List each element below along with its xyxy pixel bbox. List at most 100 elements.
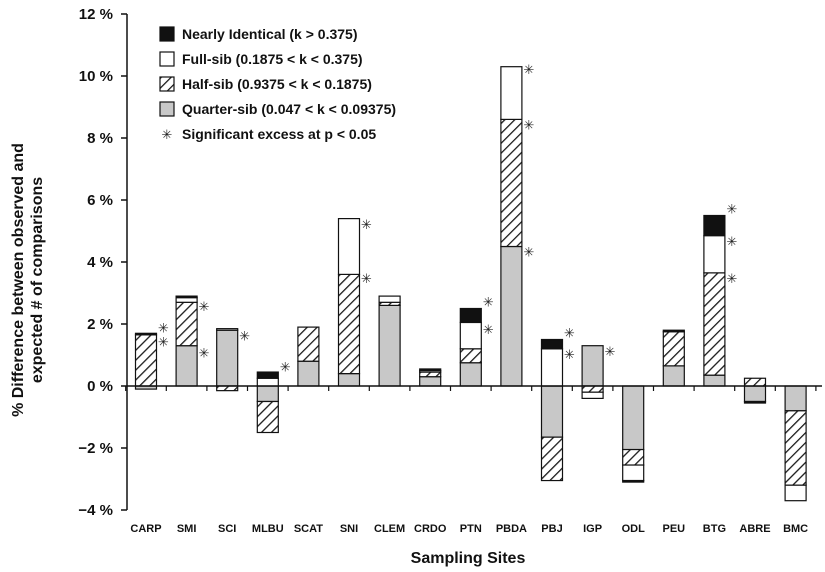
bar-segment-hatch-pbj: [540, 436, 564, 482]
y-tick-label: 10 %: [79, 68, 113, 85]
significance-star: ✳: [483, 323, 494, 338]
bar-segment-black-odl: [622, 479, 645, 483]
bar-segment-hatch-odl: [622, 448, 645, 466]
y-tick-label: 6 %: [87, 192, 113, 209]
significance-star: ✳: [523, 246, 534, 261]
bar-segment-white-btg: [703, 235, 726, 274]
bar-segment-black-crdo: [419, 368, 442, 372]
significance-star: ✳: [483, 295, 494, 310]
significance-star: ✳: [199, 300, 210, 315]
significance-star: ✳: [280, 360, 291, 375]
x-tick-label: SMI: [177, 523, 197, 535]
bar-segment-black-ptn: [459, 307, 482, 324]
bar-segment-white-sci: [216, 328, 239, 331]
bar-segment-hatch-mlbu: [256, 400, 279, 434]
y-axis: −4 % −2 % 0 % 2 % 4 % 6 % 8 % 10 % 12 %: [78, 6, 128, 519]
bar-segment-gray-abre: [743, 385, 767, 403]
bar-segment-gray-smi: [175, 345, 198, 387]
y-tick-label: −2 %: [78, 440, 113, 457]
x-tick-label: ABRE: [739, 523, 770, 535]
significance-star: ✳: [199, 346, 210, 361]
bar-segment-white-pbj: [540, 348, 564, 387]
bar-segment-gray-pbda: [500, 245, 523, 387]
bar-segment-hatch-pbda: [500, 118, 523, 248]
x-tick-label: SNI: [340, 523, 358, 535]
significance-star: ✳: [726, 235, 737, 250]
bar-segment-hatch-igp: [581, 385, 604, 393]
bar-segment-hatch-ptn: [459, 348, 482, 364]
significance-star: ✳: [564, 348, 575, 363]
x-tick-label: BMC: [783, 523, 808, 535]
bar-segment-hatch-sni: [337, 273, 361, 375]
x-axis-title: Sampling Sites: [411, 550, 526, 567]
bar-segment-white-smi: [175, 297, 198, 303]
legend-label: Quarter-sib (0.047 < k < 0.09375): [182, 101, 396, 117]
significance-star: ✳: [726, 272, 737, 287]
bar-segment-gray-scat: [297, 360, 320, 387]
significance-star: ✳: [605, 345, 616, 360]
x-tick-label: CLEM: [374, 523, 405, 535]
significance-star: ✳: [361, 272, 372, 287]
y-tick-label: 8 %: [87, 130, 113, 147]
bar-segment-hatch-abre: [743, 377, 767, 387]
y-tick-label: 0 %: [87, 378, 113, 395]
x-tick-label: SCAT: [294, 523, 323, 535]
bar-segment-gray-peu: [662, 365, 685, 387]
significance-star: ✳: [523, 63, 534, 78]
bar-segment-gray-sni: [337, 373, 361, 387]
bar-segment-white-sni: [337, 218, 361, 276]
bar-segment-black-carp: [134, 332, 158, 336]
bar-segment-hatch-scat: [297, 326, 320, 362]
bar-segment-gray-sci: [216, 329, 239, 387]
legend-swatch-hatch: [159, 76, 175, 92]
bar-segment-hatch-carp: [134, 334, 158, 387]
bar-segment-white-bmc: [784, 484, 807, 502]
significance-star: ✳: [726, 202, 737, 217]
bar-segment-white-igp: [581, 391, 604, 400]
significance-star: ✳: [564, 326, 575, 341]
x-axis: CARP SMI SCI MLBU SCAT SNI CLEM CRDO PTN PBDA PBJ I…: [125, 385, 822, 535]
bar-segment-hatch-btg: [703, 272, 726, 376]
x-tick-label: IGP: [583, 523, 602, 535]
bar-segment-gray-igp: [581, 345, 604, 387]
legend: Nearly Identical (k > 0.375) Full-sib (0.…: [159, 26, 396, 143]
bar-segment-hatch-bmc: [784, 410, 807, 486]
x-tick-label: PBDA: [496, 523, 527, 535]
legend-label: Half-sib (0.9375 < k < 0.1875): [182, 76, 372, 92]
x-tick-label: SCI: [218, 523, 236, 535]
significance-star: ✳: [158, 336, 169, 351]
bar-segment-white-pbda: [500, 66, 523, 120]
y-tick-label: 4 %: [87, 254, 113, 271]
bar-segment-white-mlbu: [256, 377, 279, 387]
bar-segment-gray-clem: [378, 304, 401, 387]
x-tick-label: CRDO: [414, 523, 447, 535]
bar-segment-black-mlbu: [256, 371, 279, 379]
y-tick-label: −4 %: [78, 502, 113, 519]
x-tick-label: MLBU: [252, 523, 284, 535]
bar-segment-gray-btg: [703, 374, 726, 387]
y-axis-title: % Difference between observed and expect…: [10, 143, 46, 417]
significance-star: ✳: [158, 322, 169, 337]
significance-star: ✳: [361, 218, 372, 233]
x-tick-label: PBJ: [541, 523, 562, 535]
y-tick-label: 12 %: [79, 6, 113, 23]
bar-segment-gray-crdo: [419, 376, 442, 387]
bar-segment-white-odl: [622, 464, 645, 482]
y-axis-title-line2: expected # of comparisons: [29, 177, 46, 383]
significance-star: ✳: [523, 119, 534, 134]
legend-label: Significant excess at p < 0.05: [182, 126, 376, 142]
legend-label: Nearly Identical (k > 0.375): [182, 26, 357, 42]
bar-segment-gray-mlbu: [256, 385, 279, 403]
bars: [134, 66, 807, 502]
legend-star-icon: ✳: [162, 128, 173, 143]
bar-segment-hatch-smi: [175, 301, 198, 347]
bar-segment-hatch-peu: [662, 331, 685, 367]
bar-segment-black-peu: [662, 329, 685, 333]
bar-segment-black-btg: [703, 214, 726, 237]
bar-segment-black-pbj: [540, 338, 564, 350]
x-tick-label: PEU: [662, 523, 685, 535]
bar-segment-white-clem: [378, 295, 401, 303]
bar-segment-black-abre: [743, 400, 767, 404]
bar-segment-gray-ptn: [459, 362, 482, 387]
